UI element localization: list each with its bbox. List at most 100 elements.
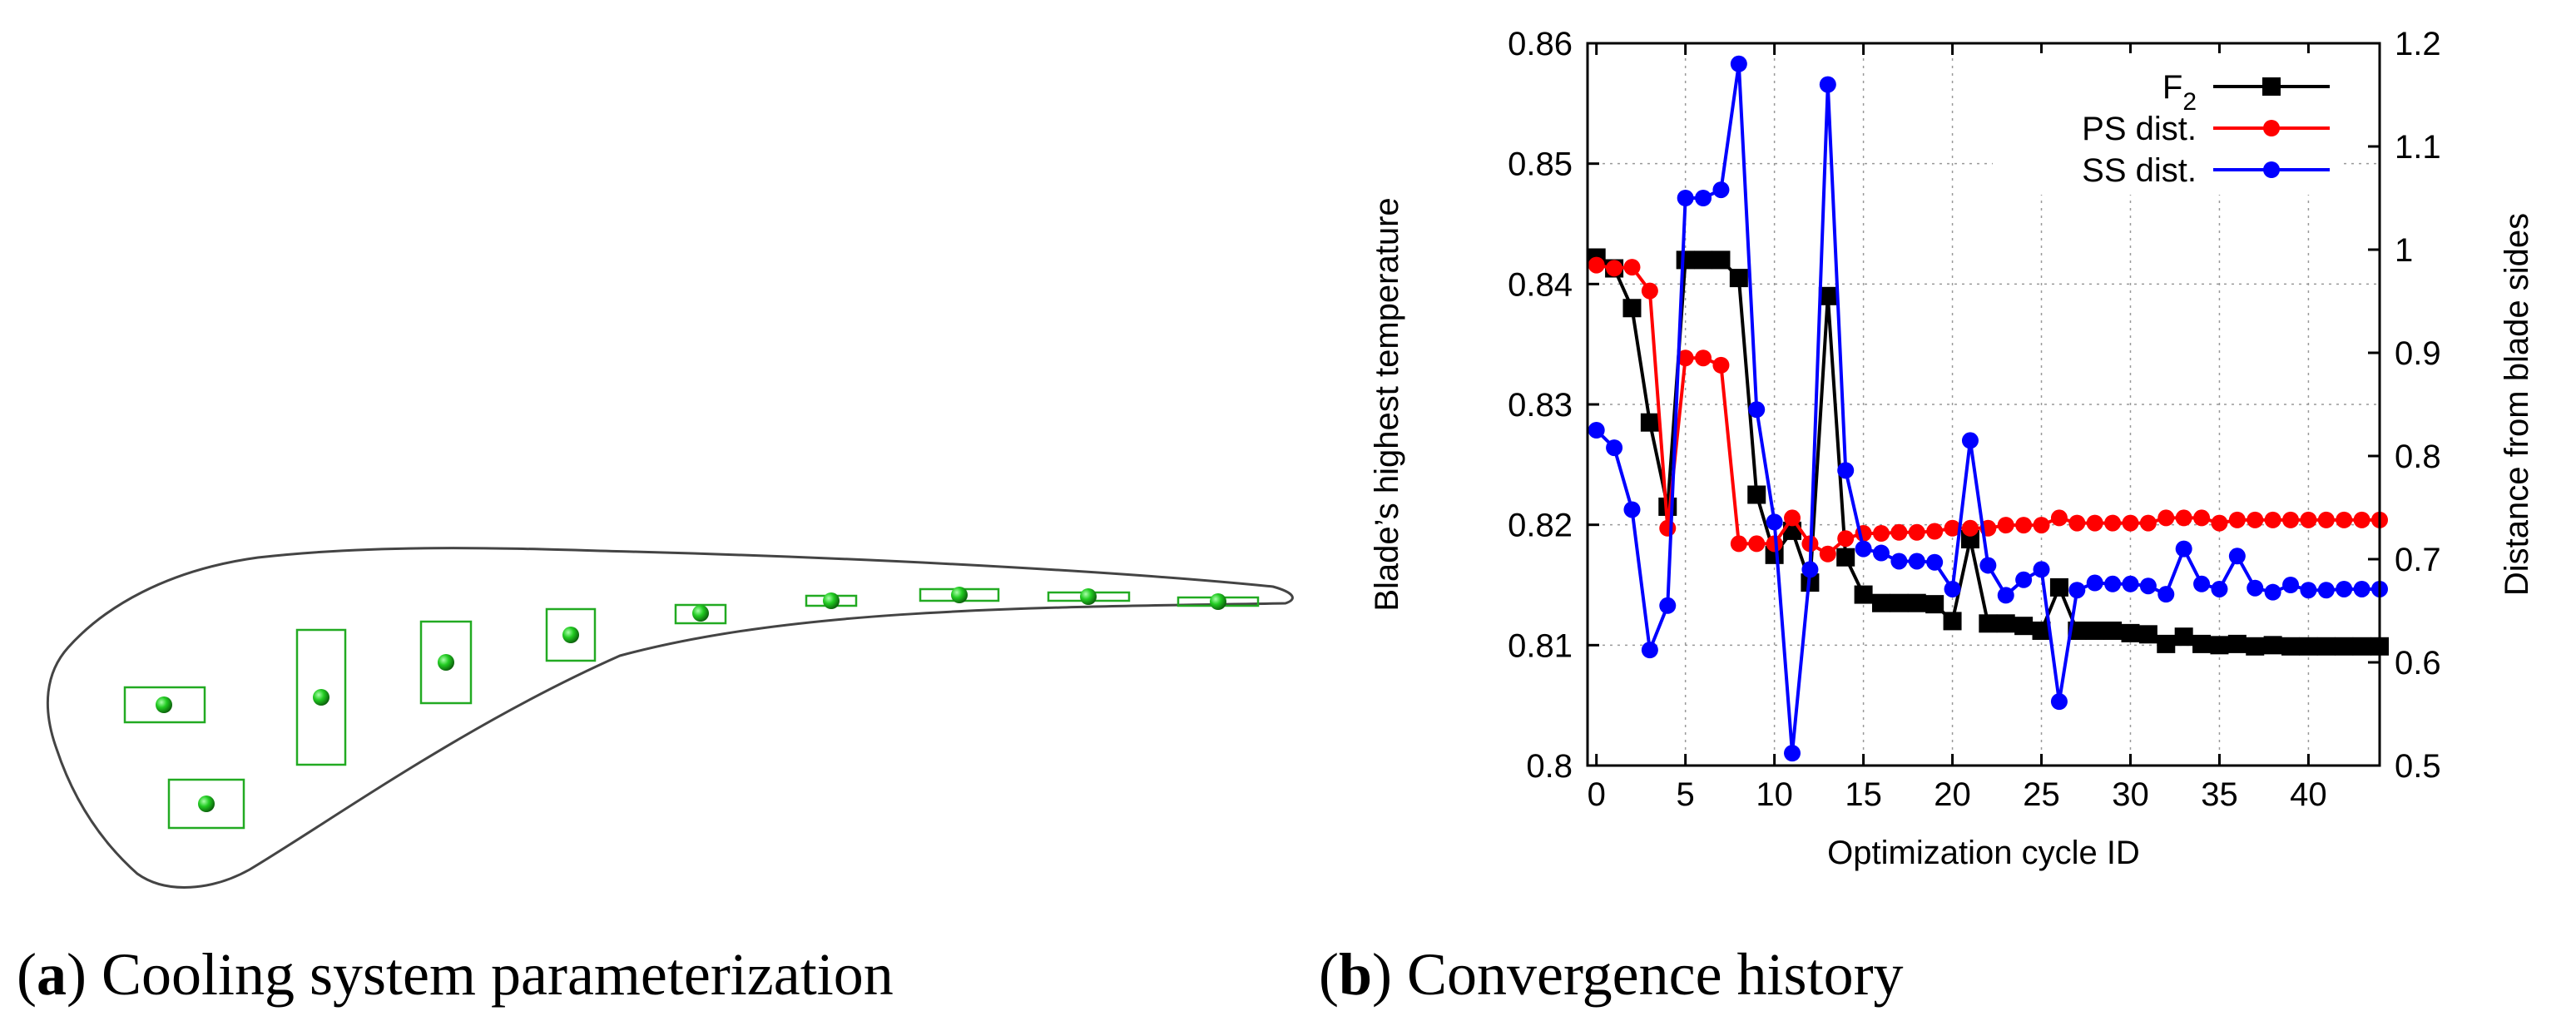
legend-label: SS dist.	[2082, 152, 2197, 189]
y2-tick-label: 0.6	[2395, 645, 2441, 681]
data-point	[1926, 523, 1944, 540]
data-point	[2086, 574, 2103, 592]
data-point	[1729, 269, 1748, 288]
data-point	[1677, 349, 1694, 367]
cooling-channel-centers	[156, 587, 1226, 812]
data-point	[1890, 523, 1908, 541]
data-point	[1979, 614, 1998, 633]
panel-b-caption-text: Convergence history	[1407, 941, 1904, 1008]
legend-marker	[2263, 161, 2280, 178]
blade-outline	[46, 547, 1294, 889]
data-point	[2246, 637, 2265, 656]
data-point	[1908, 553, 1925, 570]
data-point	[2247, 511, 2264, 528]
series-ps-dist	[1588, 256, 2388, 563]
data-point	[1659, 597, 1677, 614]
data-point	[1819, 76, 1836, 93]
data-point	[1997, 587, 2014, 604]
data-point	[1890, 593, 1909, 612]
data-point	[1748, 535, 1766, 553]
x-tick-label: 30	[2112, 776, 2149, 813]
legend-label: PS dist.	[2082, 111, 2197, 147]
channel-center	[198, 795, 215, 812]
y-tick-label: 0.8	[1526, 748, 1573, 785]
channel-center	[313, 689, 329, 706]
panel-b-chart: 0 5 10 15 20 25 30 35 400.80.810.820.830.840.850…	[1369, 26, 2535, 871]
x-tick-label: 35	[2201, 776, 2238, 813]
data-point	[1695, 349, 1712, 367]
data-point	[1588, 422, 1605, 439]
data-point	[2316, 637, 2336, 656]
data-point	[2210, 636, 2229, 655]
legend-marker	[2263, 120, 2280, 136]
data-point	[1730, 55, 1747, 72]
y2-tick-label: 0.7	[2395, 542, 2441, 578]
data-point	[2227, 634, 2247, 653]
channel-center	[692, 605, 709, 622]
data-point	[1818, 286, 1837, 305]
legend-label: F2	[2162, 69, 2197, 116]
y-tick-label: 0.81	[1508, 627, 1573, 664]
data-point	[1979, 557, 1997, 574]
data-point	[2032, 621, 2051, 640]
data-point	[1623, 501, 1641, 518]
x-tick-label: 25	[2023, 776, 2060, 813]
series-ss-dist	[1588, 55, 2388, 762]
data-point	[1944, 519, 1961, 537]
y-tick-label: 0.82	[1508, 508, 1573, 544]
data-point	[2122, 575, 2139, 592]
data-point	[2317, 582, 2335, 599]
data-point	[1766, 513, 1783, 531]
data-point	[1640, 413, 1659, 432]
channel-box	[167, 778, 245, 830]
data-point	[2353, 580, 2370, 597]
data-point	[1943, 612, 1962, 631]
data-point	[1747, 485, 1766, 504]
data-point	[1961, 519, 1979, 537]
data-point	[1784, 509, 1801, 527]
data-point	[1588, 256, 1605, 274]
cooling-channels	[123, 587, 1260, 830]
data-point	[2228, 511, 2246, 528]
data-point	[1622, 299, 1642, 318]
data-point	[1872, 544, 1890, 562]
data-point	[1712, 356, 1730, 374]
data-point	[1677, 190, 1694, 206]
y-tick-label: 0.86	[1508, 26, 1573, 62]
data-point	[2015, 517, 2033, 534]
panel-a-caption-letter: a	[37, 941, 67, 1008]
data-point	[2336, 580, 2353, 597]
data-point	[1908, 523, 1925, 541]
data-point	[1676, 250, 1695, 270]
data-point	[1606, 439, 1623, 457]
tick-labels: 0 5 10 15 20 25 30 35 400.80.810.820.830.840.850…	[1508, 26, 2440, 813]
data-point	[2282, 511, 2300, 528]
data-point	[1855, 540, 1872, 558]
y2-tick-label: 0.8	[2395, 439, 2441, 475]
data-point	[2157, 634, 2176, 653]
series-line	[1596, 263, 2380, 556]
channel-center	[951, 587, 968, 603]
data-point	[1659, 519, 1677, 537]
y2-tick-label: 0.9	[2395, 335, 2441, 372]
data-point	[2104, 575, 2122, 592]
data-point	[1854, 585, 1873, 604]
data-point	[2033, 517, 2050, 534]
data-point	[2033, 561, 2050, 578]
data-point	[2264, 511, 2281, 528]
legend-label-main: F	[2162, 69, 2182, 106]
data-point	[2068, 514, 2086, 532]
data-point	[2300, 582, 2317, 599]
data-point	[2228, 548, 2246, 565]
y-tick-label: 0.83	[1508, 387, 1573, 424]
data-point	[1748, 401, 1766, 419]
data-point	[2193, 575, 2211, 592]
data-point	[2139, 514, 2157, 532]
data-point	[1712, 181, 1730, 199]
data-point	[1641, 282, 1658, 300]
channel-box	[419, 620, 473, 705]
x-tick-label: 10	[1756, 776, 1793, 813]
data-point	[1836, 548, 1855, 567]
